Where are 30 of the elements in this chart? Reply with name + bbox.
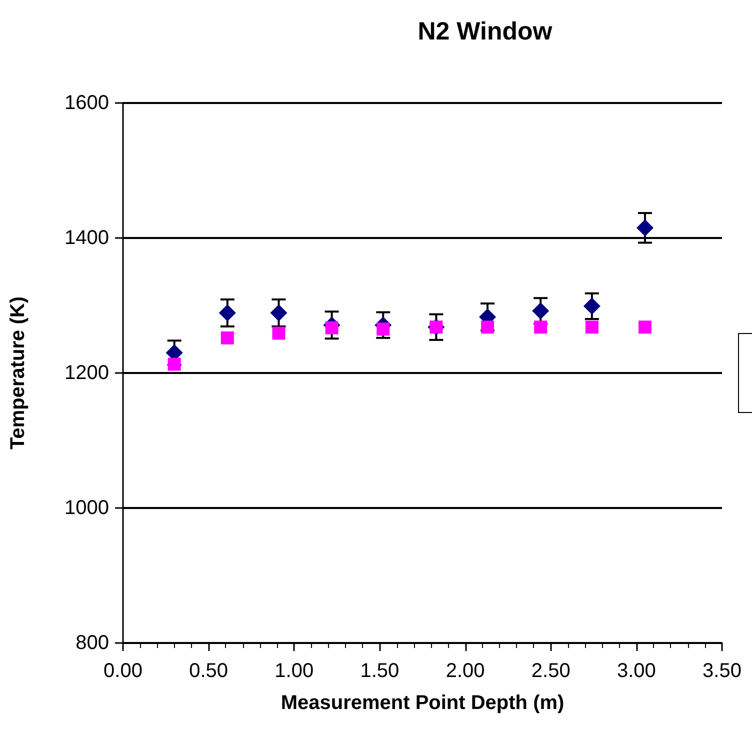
point [168,358,181,371]
point [636,219,654,236]
y-axis-title: Temperature (K) [7,296,29,450]
point [534,320,548,334]
x-tick-label: 2.00 [446,660,485,682]
point [270,304,288,322]
point [325,321,338,334]
x-tick-label: 2.50 [531,660,570,682]
x-tick-label: 0.50 [189,660,228,682]
point [481,320,494,334]
point [220,331,234,344]
x-tick-label: 0.00 [104,660,142,682]
point [638,320,652,334]
y-tick-label: 1600 [64,92,109,114]
point [532,302,550,320]
y-tick-label: 1200 [64,362,109,384]
x-tick-label: 1.50 [360,660,400,682]
x-tick-label: 3.00 [616,660,656,682]
point [218,304,236,322]
y-tick-label: 800 [76,632,109,654]
point [583,298,600,315]
chart-title: N2 Window [418,18,553,46]
point [376,322,390,336]
point [272,326,286,340]
point [585,320,598,334]
y-tick-label: 1400 [64,227,109,249]
x-axis-title: Measurement Point Depth (m) [280,692,564,714]
x-tick-label: 1.00 [274,660,314,682]
y-tick-label: 1000 [64,497,109,519]
x-tick-label: 3.50 [702,660,742,682]
